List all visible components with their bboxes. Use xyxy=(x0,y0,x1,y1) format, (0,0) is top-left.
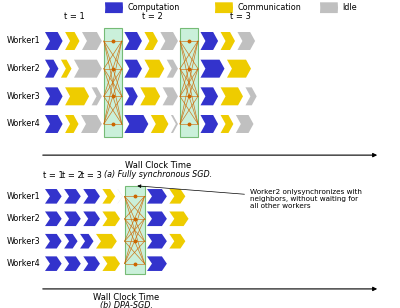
Text: t = 3: t = 3 xyxy=(230,12,251,21)
Polygon shape xyxy=(83,189,100,204)
Polygon shape xyxy=(64,234,78,249)
Polygon shape xyxy=(124,87,138,105)
Text: Computation: Computation xyxy=(127,3,179,12)
Text: Wall Clock Time: Wall Clock Time xyxy=(125,161,191,170)
Text: Worker4: Worker4 xyxy=(6,259,40,268)
Text: Worker3: Worker3 xyxy=(6,92,40,101)
Text: Worker1: Worker1 xyxy=(6,36,40,46)
Polygon shape xyxy=(45,115,62,133)
Polygon shape xyxy=(227,60,251,78)
Polygon shape xyxy=(64,212,81,226)
Text: Wall Clock Time: Wall Clock Time xyxy=(93,294,159,302)
Polygon shape xyxy=(45,32,62,50)
Polygon shape xyxy=(64,256,81,271)
Polygon shape xyxy=(80,234,94,249)
Polygon shape xyxy=(65,32,80,50)
Polygon shape xyxy=(220,32,235,50)
Text: t = 2: t = 2 xyxy=(142,12,162,21)
Polygon shape xyxy=(238,32,255,50)
Polygon shape xyxy=(118,189,123,204)
Text: Worker4: Worker4 xyxy=(6,120,40,128)
Polygon shape xyxy=(220,87,243,105)
Polygon shape xyxy=(92,87,102,105)
Polygon shape xyxy=(169,189,185,204)
Polygon shape xyxy=(246,87,257,105)
Polygon shape xyxy=(147,189,167,204)
Polygon shape xyxy=(83,256,100,271)
Polygon shape xyxy=(102,256,120,271)
Polygon shape xyxy=(124,60,142,78)
Bar xyxy=(104,28,122,137)
Polygon shape xyxy=(64,189,81,204)
Polygon shape xyxy=(220,115,233,133)
Polygon shape xyxy=(45,212,62,226)
Text: Communication: Communication xyxy=(237,3,301,12)
Polygon shape xyxy=(45,60,58,78)
Text: Worker2 onlysynchronizes with
neighbors, without waiting for
all other workers: Worker2 onlysynchronizes with neighbors,… xyxy=(138,185,362,209)
Polygon shape xyxy=(169,234,185,249)
Polygon shape xyxy=(65,87,89,105)
Text: (a) Fully synchronous SGD.: (a) Fully synchronous SGD. xyxy=(104,170,212,179)
Polygon shape xyxy=(45,87,62,105)
Bar xyxy=(124,186,144,274)
Polygon shape xyxy=(83,212,100,226)
Polygon shape xyxy=(105,2,123,13)
Polygon shape xyxy=(45,234,62,249)
Polygon shape xyxy=(147,212,167,226)
Polygon shape xyxy=(81,115,102,133)
Polygon shape xyxy=(74,60,102,78)
Polygon shape xyxy=(102,189,115,204)
Text: Worker3: Worker3 xyxy=(6,237,40,246)
Polygon shape xyxy=(236,115,254,133)
Polygon shape xyxy=(82,32,102,50)
Text: (b) DPA-SGD.: (b) DPA-SGD. xyxy=(100,301,152,308)
Polygon shape xyxy=(200,115,218,133)
Text: Worker1: Worker1 xyxy=(6,192,40,201)
Polygon shape xyxy=(167,60,178,78)
Text: t = 3: t = 3 xyxy=(81,171,102,180)
Text: t = 1: t = 1 xyxy=(64,12,85,21)
Polygon shape xyxy=(151,115,168,133)
Polygon shape xyxy=(160,32,178,50)
Polygon shape xyxy=(144,60,164,78)
Bar xyxy=(180,28,198,137)
Polygon shape xyxy=(169,212,188,226)
Polygon shape xyxy=(65,115,78,133)
Polygon shape xyxy=(96,234,117,249)
Polygon shape xyxy=(124,32,142,50)
Polygon shape xyxy=(215,2,233,13)
Polygon shape xyxy=(61,60,72,78)
Text: Idle: Idle xyxy=(342,3,357,12)
Polygon shape xyxy=(171,115,178,133)
Polygon shape xyxy=(163,87,178,105)
Text: Worker2: Worker2 xyxy=(6,214,40,223)
Polygon shape xyxy=(200,60,224,78)
Polygon shape xyxy=(45,256,62,271)
Polygon shape xyxy=(140,87,160,105)
Polygon shape xyxy=(147,256,167,271)
Polygon shape xyxy=(200,87,218,105)
Text: Worker2: Worker2 xyxy=(6,64,40,73)
Polygon shape xyxy=(124,115,148,133)
Polygon shape xyxy=(102,212,120,226)
Text: t = 1: t = 1 xyxy=(43,171,64,180)
Polygon shape xyxy=(45,189,62,204)
Polygon shape xyxy=(144,32,158,50)
Polygon shape xyxy=(320,2,338,13)
Polygon shape xyxy=(147,234,167,249)
Text: t = 2: t = 2 xyxy=(62,171,83,180)
Polygon shape xyxy=(200,32,218,50)
